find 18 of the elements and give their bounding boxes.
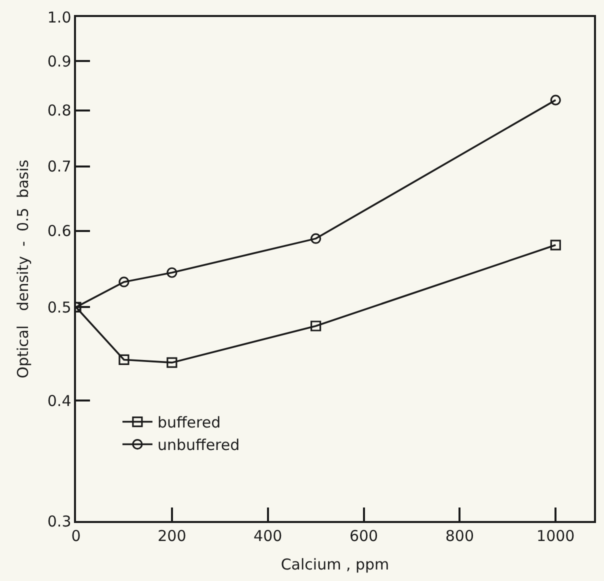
legend-label: unbuffered (157, 436, 240, 454)
y-tick-label: 0.9 (47, 52, 72, 70)
x-tick-label: 0 (71, 526, 81, 545)
y-tick-label: 0.7 (47, 158, 72, 176)
x-tick-label: 600 (349, 526, 378, 545)
x-tick-label: 400 (254, 526, 282, 545)
y-tick-label: 0.4 (47, 392, 72, 410)
y-tick-label: 0.8 (47, 102, 72, 120)
x-tick-label: 1000 (536, 526, 575, 545)
y-tick-label: 0.6 (47, 222, 72, 240)
x-tick-label: 200 (158, 526, 186, 545)
y-tick-label: 0.3 (47, 512, 72, 530)
legend-label: buffered (157, 414, 221, 432)
x-tick-label: 800 (445, 526, 474, 545)
y-tick-label: 0.5 (47, 298, 72, 316)
y-axis-title: Optical density - 0.5 basis (14, 159, 32, 378)
x-axis-title: Calcium , ppm (280, 555, 390, 574)
y-tick-label: 1.0 (47, 8, 72, 26)
